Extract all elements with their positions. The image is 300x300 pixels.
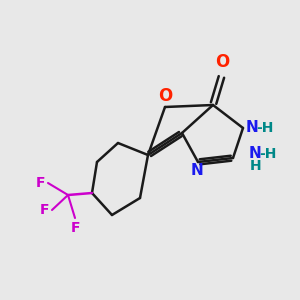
Text: O: O	[215, 53, 229, 71]
Text: F: F	[70, 221, 80, 235]
Text: F: F	[40, 203, 49, 217]
Text: -H: -H	[256, 121, 273, 135]
Text: H: H	[250, 159, 262, 173]
Text: O: O	[158, 87, 172, 105]
Text: -H: -H	[259, 147, 276, 161]
Text: N: N	[190, 163, 203, 178]
Text: F: F	[35, 176, 45, 190]
Text: N: N	[249, 146, 262, 161]
Text: N: N	[246, 121, 259, 136]
